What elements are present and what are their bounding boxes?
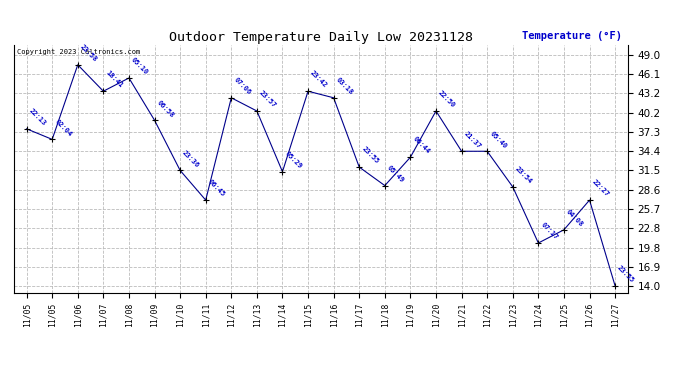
Text: 07:17: 07:17 [540, 222, 559, 241]
Text: Temperature (°F): Temperature (°F) [522, 31, 622, 41]
Text: 07:06: 07:06 [233, 76, 252, 96]
Text: 22:27: 22:27 [591, 179, 610, 198]
Text: 05:40: 05:40 [489, 130, 508, 149]
Text: 23:54: 23:54 [514, 166, 533, 185]
Text: 23:36: 23:36 [181, 149, 201, 168]
Title: Outdoor Temperature Daily Low 20231128: Outdoor Temperature Daily Low 20231128 [169, 31, 473, 44]
Text: 21:37: 21:37 [463, 130, 482, 149]
Text: 05:49: 05:49 [386, 164, 405, 184]
Text: 23:55: 23:55 [360, 146, 380, 165]
Text: 05:29: 05:29 [284, 150, 303, 170]
Text: 22:50: 22:50 [437, 90, 457, 109]
Text: 06:45: 06:45 [207, 179, 226, 198]
Text: 23:42: 23:42 [309, 70, 328, 89]
Text: 22:13: 22:13 [28, 108, 47, 127]
Text: 02:04: 02:04 [53, 118, 72, 137]
Text: 23:55: 23:55 [616, 265, 635, 284]
Text: 05:10: 05:10 [130, 57, 150, 76]
Text: Copyright 2023 Caltronics.com: Copyright 2023 Caltronics.com [17, 49, 140, 55]
Text: 04:08: 04:08 [565, 209, 584, 228]
Text: 03:18: 03:18 [335, 76, 354, 96]
Text: 06:58: 06:58 [156, 99, 175, 118]
Text: 23:58: 23:58 [79, 44, 98, 63]
Text: 23:57: 23:57 [258, 90, 277, 109]
Text: 06:44: 06:44 [412, 136, 431, 155]
Text: 18:41: 18:41 [105, 70, 124, 89]
